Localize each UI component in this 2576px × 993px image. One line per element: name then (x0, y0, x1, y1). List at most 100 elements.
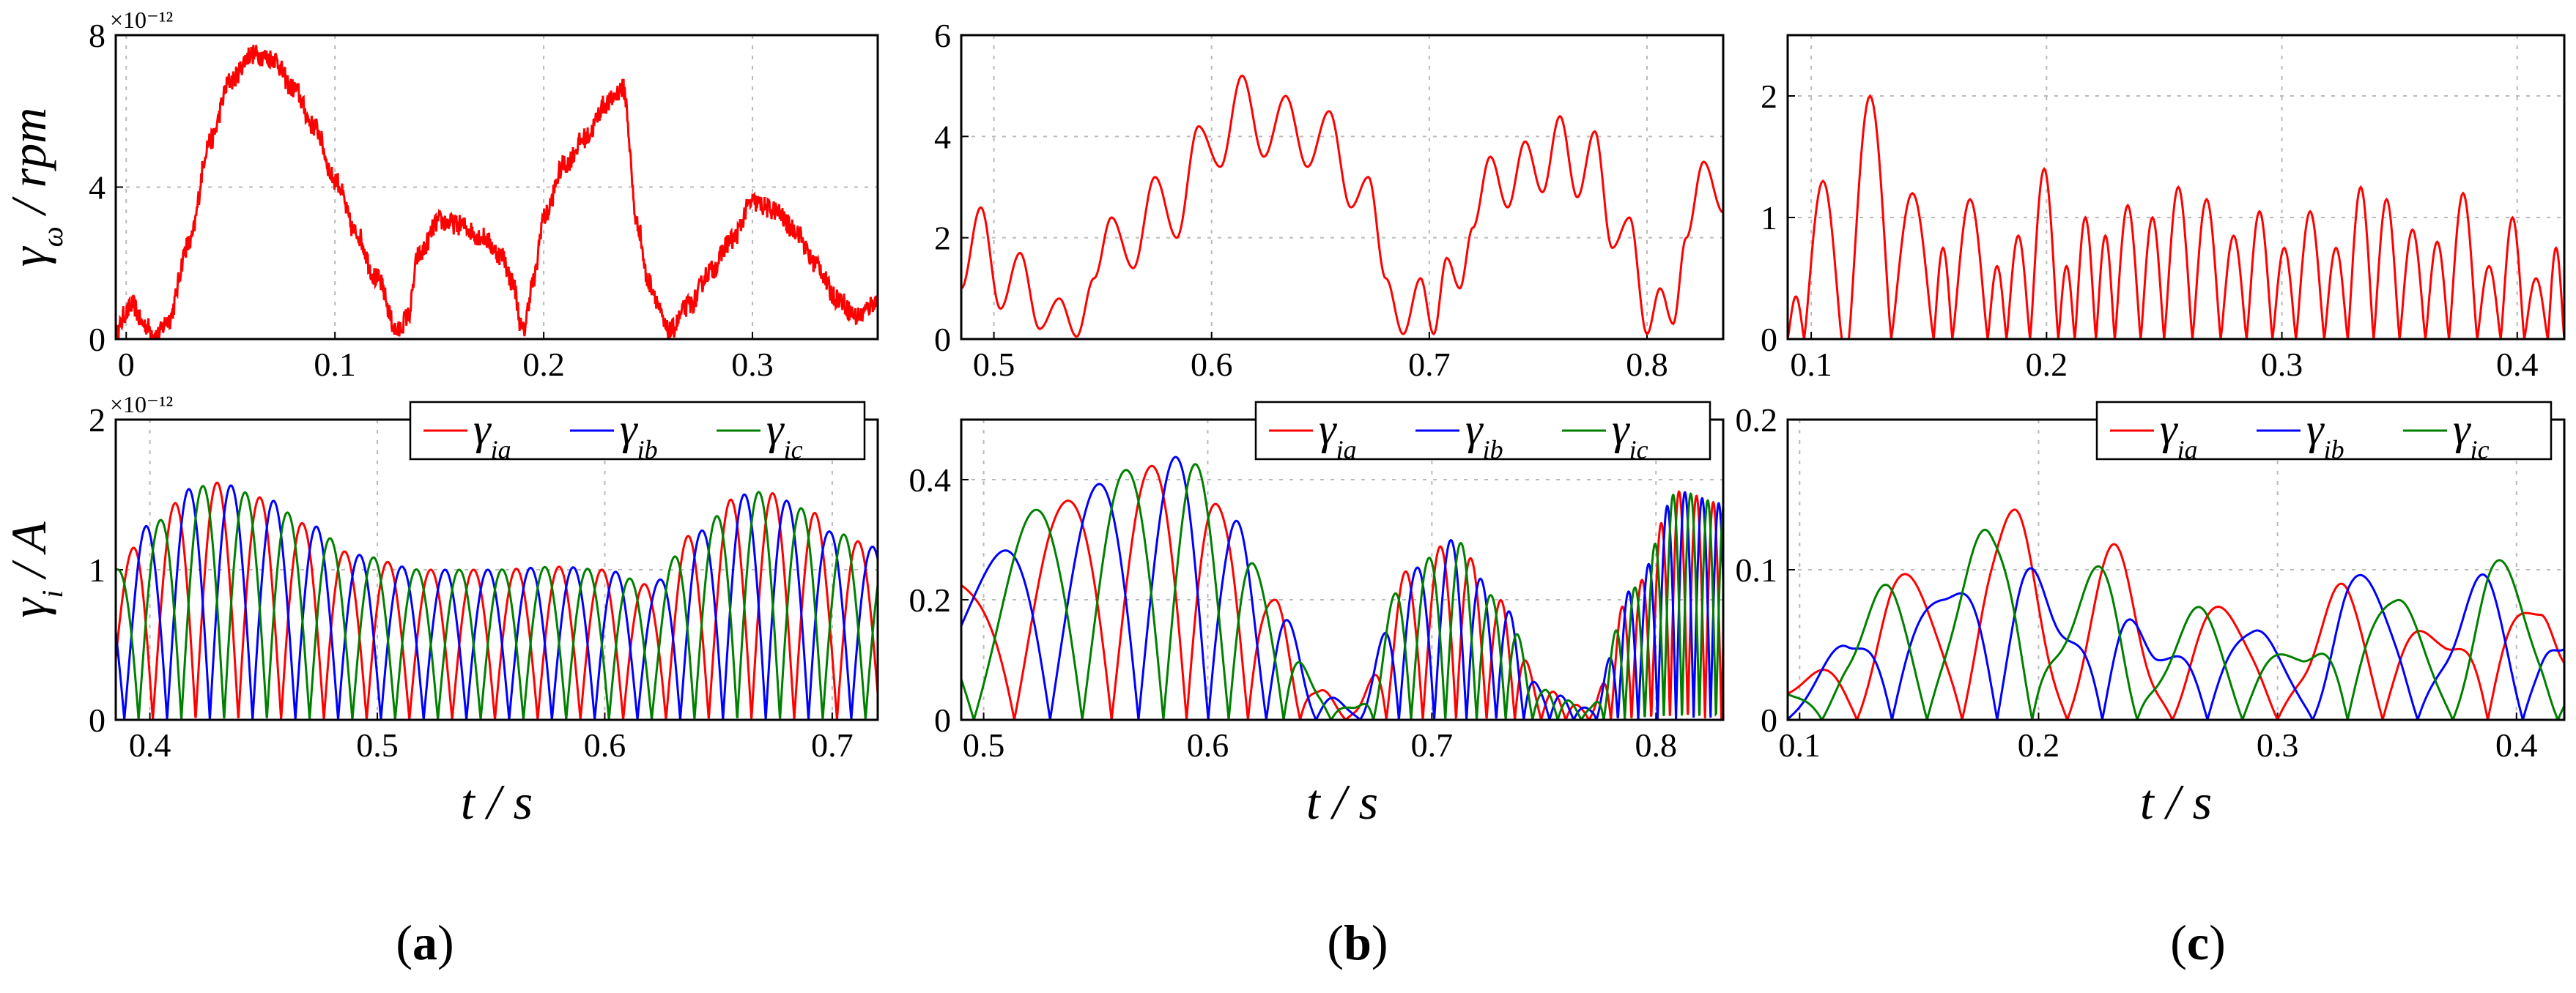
series-line-γω (116, 45, 878, 339)
y-axis-label-symbol: γ (1, 245, 56, 267)
legend-label-γib: γib (2306, 405, 2344, 464)
y-axis-label: γi / A (1, 521, 69, 618)
legend: γia γib γic (2095, 401, 2553, 464)
x-axis-label: t / s (2140, 774, 2212, 830)
series-line-γic (1788, 529, 2564, 720)
y-tick-label: 0.2 (1736, 401, 1778, 439)
x-tick-label: 0.1 (1779, 726, 1821, 764)
y-tick-label: 0 (934, 702, 951, 739)
y-tick-label: 1 (1761, 199, 1777, 237)
legend-label-symbol: γ (2453, 405, 2471, 453)
series-line-γω (1788, 94, 2564, 339)
y-tick-label: 0.2 (909, 581, 952, 619)
x-tick-label: 0.2 (2026, 346, 2068, 383)
legend-label-γia: γia (473, 405, 511, 464)
legend-label-symbol: γ (473, 405, 492, 453)
axes-frame (1786, 34, 2566, 341)
x-tick-label: 0.1 (314, 346, 356, 383)
x-tick-label: 0.5 (973, 346, 1015, 383)
y-axis-label-subscript: ω (36, 226, 69, 247)
legend-box (1254, 401, 1711, 461)
y-axis-label-symbol: γ (1, 597, 56, 618)
y-tick-label: 0 (1761, 702, 1777, 739)
legend-label-symbol: γ (1465, 405, 1484, 453)
legend-label-subscript: ia (1336, 435, 1357, 464)
x-tick-label: 0.7 (1411, 726, 1454, 764)
y-tick-label: 0 (89, 702, 106, 739)
legend-label-γic: γic (1612, 405, 1648, 464)
series-line-γib (1788, 567, 2564, 720)
legend-label-subscript: ic (1629, 435, 1648, 464)
y-tick-label: 6 (934, 17, 951, 54)
x-tick-label: 0.1 (1790, 346, 1832, 383)
y-tick-label: 0.1 (1736, 551, 1778, 589)
y-tick-label: 4 (89, 169, 106, 207)
x-axis-label: t / s (1306, 774, 1378, 830)
y-tick-label: 1 (89, 551, 106, 589)
x-tick-label: 0.6 (1191, 346, 1233, 383)
caption-c: (c) (2170, 915, 2226, 970)
series-line-γic (961, 463, 1723, 720)
legend: γia γib γic (409, 401, 866, 464)
y-tick-label: 2 (934, 220, 951, 257)
axes-frame (960, 34, 1725, 341)
caption-a: (a) (396, 915, 454, 970)
x-tick-label: 0.7 (811, 726, 854, 764)
legend-label-γib: γib (1465, 405, 1503, 464)
legend-label-symbol: γ (766, 405, 785, 453)
y-tick-label: 0.4 (909, 461, 952, 499)
y-tick-label: 2 (1761, 78, 1777, 115)
x-tick-label: 0.5 (356, 726, 399, 764)
x-tick-label: 0.6 (1187, 726, 1229, 764)
x-tick-label: 0.3 (731, 346, 774, 383)
legend: γia γib γic (1254, 401, 1711, 464)
plot-area (1788, 508, 2564, 720)
caption-b: (b) (1327, 915, 1388, 970)
x-axis-label: t / s (461, 774, 533, 830)
series-line-γω (961, 74, 1723, 338)
x-tick-label: 0.2 (522, 346, 565, 383)
series-line-γic (116, 485, 878, 720)
legend-label-γic: γic (766, 405, 803, 464)
y-axis-label: γω / rpm (1, 108, 69, 267)
x-tick-label: 0.5 (963, 726, 1005, 764)
legend-label-γia: γia (1319, 405, 1357, 464)
legend-label-symbol: γ (1612, 405, 1630, 453)
x-tick-label: 0.8 (1626, 346, 1668, 383)
exponent-label: ×10⁻¹² (110, 391, 173, 417)
legend-label-symbol: γ (2306, 405, 2325, 453)
exponent-label: ×10⁻¹² (110, 7, 173, 33)
y-axis-label-unit: / A (1, 521, 56, 590)
plot-area (961, 74, 1723, 338)
legend-label-subscript: ia (2177, 435, 2198, 464)
x-tick-label: 0.2 (2018, 726, 2060, 764)
chart-c-top: 0.1 0.2 0.3 0.4 0 1 2 (1761, 34, 2566, 383)
plot-area (1788, 94, 2564, 339)
chart-b-top: 0.5 0.6 0.7 0.8 0 2 4 6 (934, 17, 1725, 383)
x-tick-label: 0.4 (2496, 346, 2539, 383)
x-tick-label: 0.8 (1635, 726, 1677, 764)
legend-label-subscript: ib (1483, 435, 1503, 464)
legend-label-subscript: ib (2324, 435, 2344, 464)
y-tick-label: 8 (89, 17, 106, 54)
series-line-γia (116, 481, 878, 720)
y-tick-label: 0 (1761, 321, 1777, 358)
y-tick-label: 4 (934, 118, 951, 155)
x-tick-label: 0 (118, 346, 135, 383)
series-line-γib (116, 484, 878, 720)
x-tick-label: 0.6 (584, 726, 626, 764)
x-tick-label: 0.7 (1408, 346, 1451, 383)
legend-label-subscript: ic (784, 435, 803, 464)
chart-a-top: 0 0.1 0.2 0.3 0 4 8 ×10⁻¹² γω / rpm (1, 7, 879, 383)
plot-area (116, 45, 878, 339)
y-axis-label-subscript: i (36, 590, 69, 598)
legend-label-γic: γic (2453, 405, 2490, 464)
legend-label-symbol: γ (620, 405, 638, 453)
series-line-γia (1788, 508, 2564, 720)
legend-label-γib: γib (620, 405, 658, 464)
legend-label-subscript: ib (637, 435, 658, 464)
